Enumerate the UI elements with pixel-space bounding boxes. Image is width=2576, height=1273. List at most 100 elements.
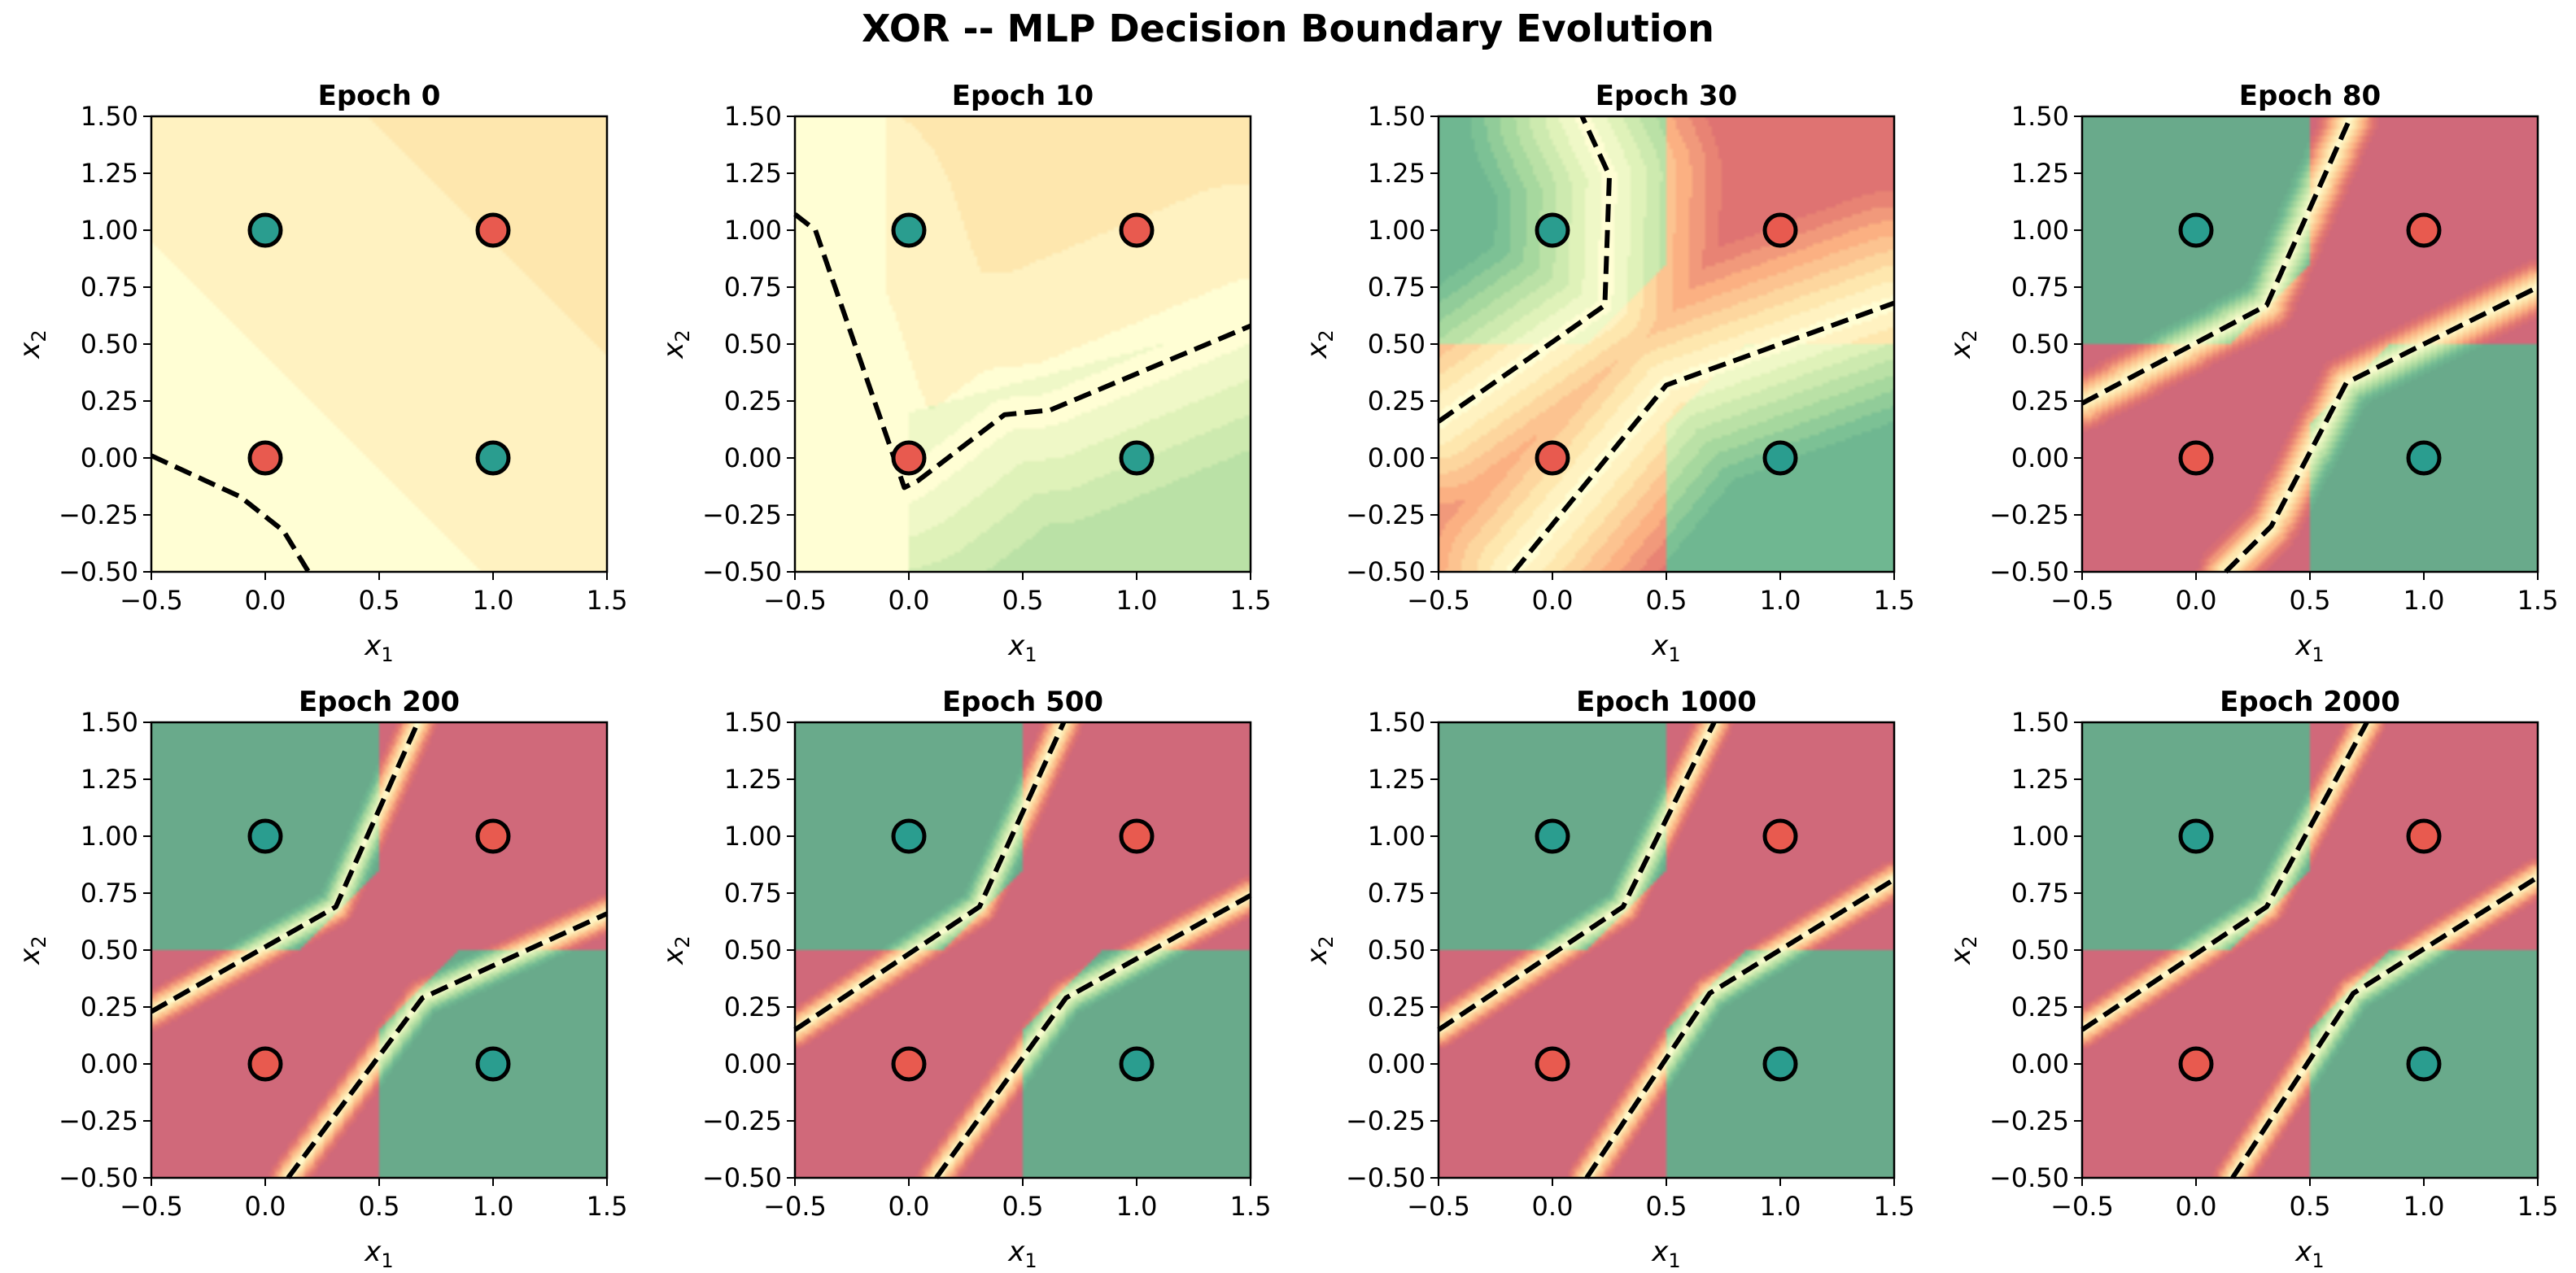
contour-fill-2	[1439, 116, 1894, 572]
y-tick-label: 0.00	[1368, 1048, 1426, 1079]
x-tick-label: −0.5	[1407, 1191, 1470, 1222]
y-axis-label: x2	[1301, 935, 1338, 965]
class-1-point	[1535, 1046, 1570, 1082]
x-tick-label: −0.5	[763, 1191, 827, 1222]
x-tick-label: 0.0	[889, 1191, 930, 1222]
x-axis-label: x1	[1007, 630, 1037, 666]
y-tick-label: 1.00	[81, 821, 138, 852]
class-0-point	[1535, 818, 1570, 854]
contour-fill-0	[151, 116, 607, 572]
class-1-point	[1535, 440, 1570, 476]
class-1-point	[1119, 818, 1155, 854]
class-0-point	[1119, 440, 1155, 476]
x-tick-label: 0.5	[1646, 1191, 1687, 1222]
contour-fill-7	[2082, 722, 2538, 1178]
x-tick-label: 0.0	[889, 585, 930, 616]
y-tick-label: 0.75	[2011, 272, 2069, 303]
y-tick-label: −0.25	[1989, 1105, 2069, 1136]
y-tick-label: 0.00	[2011, 442, 2069, 473]
y-tick-label: 1.50	[1368, 707, 1426, 738]
axes-frame	[1437, 721, 1896, 1179]
x-axis-label: x1	[1007, 1236, 1037, 1272]
y-tick-label: −0.50	[59, 556, 138, 587]
y-tick-label: 0.50	[724, 935, 782, 966]
decision-boundary	[150, 453, 311, 573]
class-0-point	[247, 818, 283, 854]
y-tick-label: −0.25	[1346, 499, 1426, 530]
y-tick-label: 0.50	[81, 329, 138, 360]
y-tick-label: 0.50	[2011, 329, 2069, 360]
x-tick-label: 1.5	[1874, 585, 1915, 616]
contour-fill-5	[795, 722, 1251, 1178]
decision-boundary	[1584, 877, 1896, 1179]
subplot-1: −0.5 0.0 0.5 1.0 1.5 −0.50 −0.25 0.00 0.25 0.50 0.…	[657, 80, 1271, 666]
x-tick-label: 1.0	[2404, 585, 2445, 616]
y-axis-label: x2	[14, 935, 50, 965]
x-tick-label: −0.5	[2050, 585, 2114, 616]
class-1-point	[475, 818, 511, 854]
decision-boundary	[1512, 300, 1896, 573]
axes-frame	[2080, 721, 2539, 1179]
y-tick-label: 0.25	[81, 992, 138, 1022]
x-tick-label: 1.0	[473, 1191, 514, 1222]
y-tick-label: −0.50	[1346, 1162, 1426, 1193]
y-axis-label: x2	[1945, 329, 1981, 359]
class-0-point	[475, 440, 511, 476]
class-1-point	[2178, 1046, 2214, 1082]
subplot-7: −0.5 0.0 0.5 1.0 1.5 −0.50 −0.25 0.00 0.25 0.50 0.…	[1945, 686, 2558, 1272]
y-tick-label: 1.25	[1368, 158, 1426, 189]
y-tick-label: −0.25	[702, 499, 782, 530]
x-tick-label: 1.5	[1230, 1191, 1272, 1222]
y-axis-label: x2	[1301, 329, 1338, 359]
y-tick-label: −0.25	[1346, 1105, 1426, 1136]
x-tick-label: 0.5	[1646, 585, 1687, 616]
y-tick-label: 1.00	[724, 821, 782, 852]
y-tick-label: 0.25	[2011, 992, 2069, 1022]
class-0-point	[1762, 440, 1798, 476]
class-0-point	[475, 1046, 511, 1082]
y-tick-label: 1.50	[81, 101, 138, 132]
y-tick-label: 0.00	[1368, 442, 1426, 473]
subplot-title: Epoch 1000	[1576, 686, 1757, 718]
y-tick-label: 1.00	[2011, 821, 2069, 852]
decision-boundary	[793, 721, 1067, 1032]
axes-frame	[2080, 115, 2539, 573]
x-tick-label: 1.5	[587, 1191, 628, 1222]
axes-frame	[793, 721, 1252, 1179]
class-0-point	[1535, 212, 1570, 248]
y-tick-label: 0.50	[724, 329, 782, 360]
y-tick-label: 1.00	[724, 215, 782, 246]
y-tick-label: 0.50	[1368, 935, 1426, 966]
y-tick-label: 0.00	[81, 442, 138, 473]
x-tick-label: 1.5	[2517, 1191, 2559, 1222]
y-tick-label: 0.75	[724, 272, 782, 303]
y-tick-label: 0.50	[1368, 329, 1426, 360]
x-axis-label: x1	[364, 630, 393, 666]
y-tick-label: 0.75	[81, 878, 138, 909]
y-axis-label: x2	[657, 935, 694, 965]
class-1-point	[891, 1046, 927, 1082]
class-1-point	[1762, 818, 1798, 854]
class-1-point	[2178, 440, 2214, 476]
contour-fill-6	[1439, 722, 1894, 1178]
x-tick-label: 1.5	[2517, 585, 2559, 616]
class-1-point	[2406, 818, 2442, 854]
subplot-title: Epoch 30	[1596, 80, 1737, 112]
class-0-point	[2406, 1046, 2442, 1082]
x-tick-label: 1.5	[1874, 1191, 1915, 1222]
x-tick-label: 1.5	[1230, 585, 1272, 616]
class-0-point	[891, 212, 927, 248]
y-tick-label: 0.50	[2011, 935, 2069, 966]
decision-boundary	[2080, 721, 2369, 1032]
x-tick-label: −0.5	[1407, 585, 1470, 616]
y-tick-label: 0.00	[2011, 1048, 2069, 1079]
class-0-point	[1119, 1046, 1155, 1082]
y-tick-label: −0.50	[1989, 1162, 2069, 1193]
subplot-2: −0.5 0.0 0.5 1.0 1.5 −0.50 −0.25 0.00 0.25 0.50 0.…	[1301, 80, 1915, 666]
y-tick-label: −0.25	[1989, 499, 2069, 530]
x-tick-label: 1.0	[2404, 1191, 2445, 1222]
decision-boundary	[150, 721, 421, 1014]
subplot-title: Epoch 80	[2239, 80, 2381, 112]
x-tick-label: 0.5	[359, 1191, 400, 1222]
